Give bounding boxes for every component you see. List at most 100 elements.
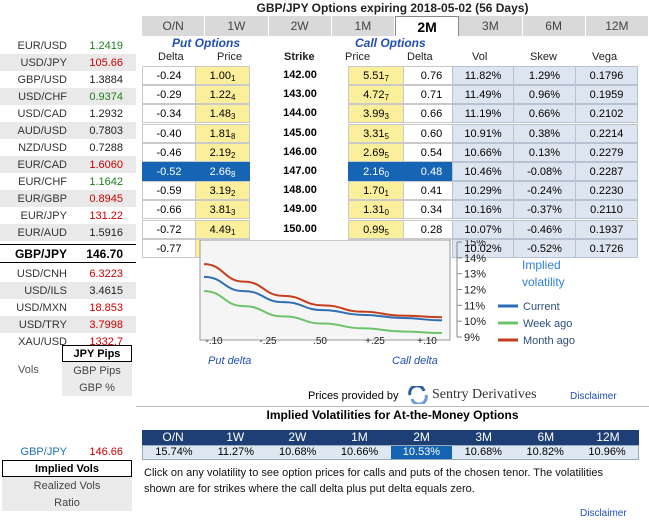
call-price-cell[interactable]: 3.993: [348, 104, 404, 124]
put-price-cell[interactable]: 1.001: [196, 66, 250, 85]
vega-cell[interactable]: 0.2230: [576, 181, 638, 201]
vega-cell[interactable]: 0.1937: [576, 219, 638, 239]
vol-cell[interactable]: 10.46%: [452, 162, 514, 181]
jpy-pips-tab[interactable]: JPY Pips: [62, 345, 132, 362]
pair-row-eur-chf[interactable]: EUR/CHF 1.1642: [0, 173, 136, 190]
atm-tenor-label[interactable]: 12M: [596, 430, 620, 444]
call-delta-cell[interactable]: 0.71: [404, 85, 460, 105]
pair-row-usd-cnh[interactable]: USD/CNH 6.3223: [0, 265, 136, 282]
vega-cell[interactable]: 0.2102: [576, 104, 638, 124]
tab-tenor-12m[interactable]: 12M: [585, 16, 649, 36]
pair-row-usd-cad[interactable]: USD/CAD 1.2932: [0, 105, 136, 122]
vega-cell[interactable]: 0.1726: [576, 238, 638, 258]
vol-cell[interactable]: 10.66%: [452, 142, 514, 162]
atm-tenor-label[interactable]: 6M: [537, 430, 555, 444]
call-price-cell[interactable]: 3.315: [348, 123, 404, 143]
call-price-cell[interactable]: 4.727: [348, 85, 404, 105]
pair-row-usd-jpy[interactable]: USD/JPY 105.66: [0, 54, 136, 71]
vol-cell[interactable]: 11.49%: [452, 85, 514, 105]
pair-row-eur-jpy[interactable]: EUR/JPY 131.22: [0, 207, 136, 224]
call-price-cell[interactable]: 2.160: [348, 162, 404, 181]
vol-cell[interactable]: 10.02%: [452, 238, 514, 258]
atm-vol-value[interactable]: 10.66%: [328, 446, 391, 459]
vol-cell[interactable]: 11.82%: [452, 66, 514, 85]
put-delta-cell[interactable]: -0.77: [142, 238, 196, 258]
atm-tenor-label[interactable]: 2W: [288, 430, 307, 444]
pair-row-xau-usd[interactable]: XAU/USD 1332.7: [0, 333, 136, 350]
call-price-cell[interactable]: 5.517: [348, 66, 404, 85]
call-price-cell[interactable]: 1.310: [348, 200, 404, 220]
skew-cell[interactable]: -0.52%: [514, 238, 576, 258]
put-price-cell[interactable]: 2.668: [196, 162, 250, 181]
vol-cell[interactable]: 11.19%: [452, 104, 514, 124]
pair-row-selected[interactable]: GBP/JPY 146.70: [0, 244, 136, 263]
call-delta-cell[interactable]: 0.76: [404, 66, 460, 85]
skew-cell[interactable]: 1.29%: [514, 66, 576, 85]
ratio-tab[interactable]: Ratio: [2, 494, 132, 511]
gbp-pct-tab[interactable]: GBP %: [62, 379, 132, 396]
skew-cell[interactable]: 0.96%: [514, 85, 576, 105]
vega-cell[interactable]: 0.2287: [576, 162, 638, 181]
tab-tenor-1m[interactable]: 1M: [331, 16, 395, 36]
atm-vol-value[interactable]: 10.68%: [452, 446, 515, 459]
atm-tenor-label[interactable]: O/N: [162, 430, 184, 444]
tab-tenor-1w[interactable]: 1W: [205, 16, 269, 36]
call-delta-cell[interactable]: 0.28: [404, 219, 460, 239]
put-delta-cell[interactable]: -0.72: [142, 219, 196, 239]
vega-cell[interactable]: 0.2279: [576, 142, 638, 162]
atm-vol-value[interactable]: 10.82%: [514, 446, 577, 459]
gbp-pips-tab[interactable]: GBP Pips: [62, 362, 132, 379]
provider-brand[interactable]: Sentry Derivatives: [432, 387, 537, 402]
tab-tenor-6m[interactable]: 6M: [522, 16, 586, 36]
call-price-cell[interactable]: 0.995: [348, 219, 404, 239]
pair-row-usd-try[interactable]: USD/TRY 3.7998: [0, 316, 136, 333]
skew-cell[interactable]: 0.13%: [514, 142, 576, 162]
call-price-cell[interactable]: 1.701: [348, 181, 404, 201]
vol-cell[interactable]: 10.91%: [452, 123, 514, 143]
skew-cell[interactable]: -0.08%: [514, 162, 576, 181]
put-delta-cell[interactable]: -0.40: [142, 123, 196, 143]
tab-tenor-3m[interactable]: 3M: [459, 16, 523, 36]
put-delta-cell[interactable]: -0.46: [142, 142, 196, 162]
skew-cell[interactable]: 0.38%: [514, 123, 576, 143]
pair-row-eur-aud[interactable]: EUR/AUD 1.5916: [0, 224, 136, 241]
put-price-cell[interactable]: 1.224: [196, 85, 250, 105]
put-price-cell[interactable]: 4.491: [196, 219, 250, 239]
put-price-cell[interactable]: 3.813: [196, 200, 250, 220]
tab-tenor-2m[interactable]: 2M: [395, 16, 460, 36]
atm-vol-value[interactable]: 15.74%: [143, 446, 205, 459]
put-delta-cell[interactable]: -0.66: [142, 200, 196, 220]
pair-row-eur-cad[interactable]: EUR/CAD 1.6060: [0, 156, 136, 173]
pair-row-eur-gbp[interactable]: EUR/GBP 0.8945: [0, 190, 136, 207]
atm-vol-value[interactable]: 10.53%: [390, 446, 453, 459]
vega-cell[interactable]: 0.1959: [576, 85, 638, 105]
vega-cell[interactable]: 0.2214: [576, 123, 638, 143]
skew-cell[interactable]: -0.24%: [514, 181, 576, 201]
pair-row-usd-chf[interactable]: USD/CHF 0.9374: [0, 88, 136, 105]
implied-vols-tab[interactable]: Implied Vols: [2, 460, 132, 477]
atm-tenor-label[interactable]: 2M: [413, 430, 430, 444]
vol-cell[interactable]: 10.29%: [452, 181, 514, 201]
vega-cell[interactable]: 0.1796: [576, 66, 638, 85]
vol-cell[interactable]: 10.07%: [452, 219, 514, 239]
pair-row-usd-mxn[interactable]: USD/MXN 18.853: [0, 299, 136, 316]
atm-vol-value[interactable]: 10.68%: [266, 446, 329, 459]
put-price-cell[interactable]: 2.192: [196, 142, 250, 162]
pair-row-gbp-usd[interactable]: GBP/USD 1.3884: [0, 71, 136, 88]
atm-tenor-label[interactable]: 3M: [475, 430, 493, 444]
vol-cell[interactable]: 10.16%: [452, 200, 514, 220]
tab-tenor-on[interactable]: O/N: [142, 16, 206, 36]
atm-vol-value[interactable]: 11.27%: [204, 446, 267, 459]
put-price-cell[interactable]: 1.818: [196, 123, 250, 143]
atm-disclaimer-link[interactable]: Disclaimer: [580, 508, 627, 519]
tab-tenor-2w[interactable]: 2W: [268, 16, 332, 36]
pair-row-aud-usd[interactable]: AUD/USD 0.7803: [0, 122, 136, 139]
pair-row-usd-ils[interactable]: USD/ILS 3.4615: [0, 282, 136, 299]
put-delta-cell[interactable]: -0.24: [142, 66, 196, 85]
atm-tenor-label[interactable]: 1M: [351, 430, 368, 444]
vega-cell[interactable]: 0.2110: [576, 200, 638, 220]
put-price-cell[interactable]: 3.192: [196, 181, 250, 201]
skew-cell[interactable]: 0.66%: [514, 104, 576, 124]
call-price-cell[interactable]: 2.695: [348, 142, 404, 162]
skew-cell[interactable]: -0.37%: [514, 200, 576, 220]
